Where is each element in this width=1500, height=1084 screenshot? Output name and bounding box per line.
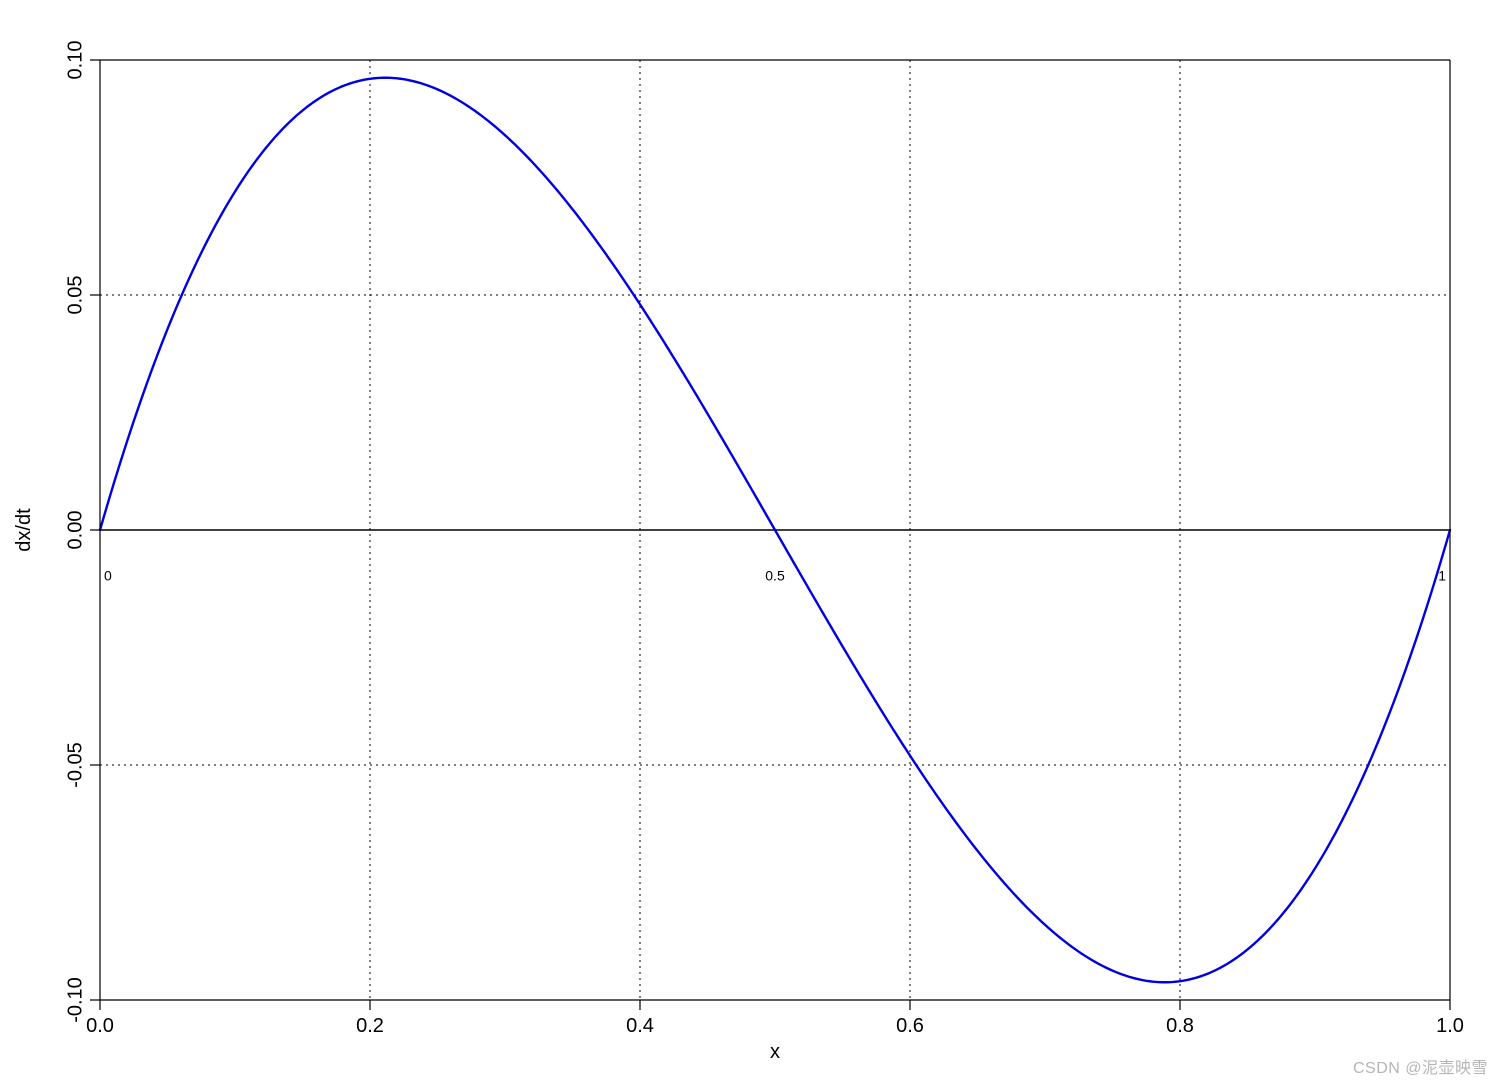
y-tick-label: -0.10	[64, 977, 86, 1023]
line-chart: 0.0 0.2 0.4 0.6 0.8 1.0 -0.10 -0.05 0.00 0.05 0.10…	[0, 0, 1500, 1084]
y-tick-label: 0.00	[64, 511, 86, 550]
x-tick-label: 0.4	[626, 1015, 654, 1037]
inner-x-label: 1	[1438, 568, 1446, 584]
inner-x-label: 0.5	[765, 568, 785, 584]
x-tick-label: 0.0	[86, 1015, 114, 1037]
inner-x-label: 0	[104, 568, 112, 584]
x-axis-title: x	[770, 1041, 780, 1063]
x-tick-label: 0.6	[896, 1015, 924, 1037]
y-tick-label: -0.05	[64, 742, 86, 788]
x-tick-label: 0.2	[356, 1015, 384, 1037]
y-tick-label: 0.05	[64, 276, 86, 315]
x-tick-label: 1.0	[1436, 1015, 1464, 1037]
watermark-text: CSDN @泥壶映雪	[1353, 1054, 1488, 1078]
y-tick-label: 0.10	[64, 41, 86, 80]
x-tick-label: 0.8	[1166, 1015, 1194, 1037]
y-axis-title: dx/dt	[13, 508, 35, 552]
